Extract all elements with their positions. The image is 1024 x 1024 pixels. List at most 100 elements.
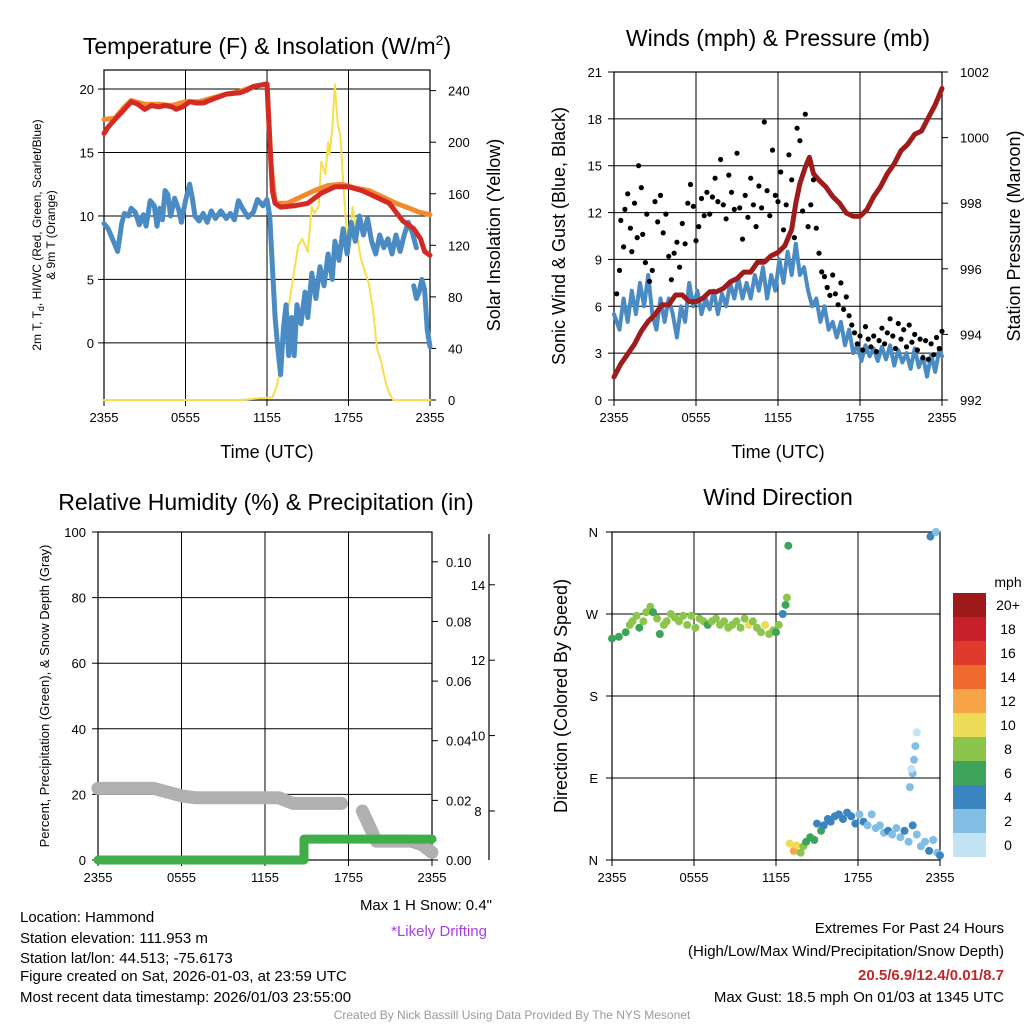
legend-swatch	[953, 809, 986, 833]
gust-point	[832, 291, 839, 297]
y2-tick-label: 998	[960, 196, 982, 211]
y-axis-label: Sonic Wind & Gust (Blue, Black)	[549, 107, 569, 365]
gust-point	[737, 205, 743, 211]
gust-point	[838, 280, 844, 286]
gust-point	[808, 202, 814, 208]
gust-point	[928, 341, 934, 347]
direction-point	[910, 755, 918, 764]
legend-label: 4	[1004, 789, 1012, 805]
x-tick-label: 1155	[764, 410, 792, 425]
ylabel-part-end: , HI/WC (Red, Green, Scarlet/Blue)	[30, 119, 44, 306]
x-tick-label: 2355	[928, 410, 957, 425]
gust-point	[745, 214, 751, 220]
gust-point	[846, 313, 852, 319]
gust-point	[879, 325, 885, 331]
x-tick-label: 1755	[334, 870, 363, 885]
gust-point	[849, 322, 855, 328]
direction-point	[720, 617, 729, 626]
x-axis-label: Time (UTC)	[731, 442, 824, 462]
y-tick-label: 0	[595, 393, 602, 408]
gust-point	[668, 277, 675, 283]
gust-point	[709, 194, 716, 200]
legend-label: 8	[1004, 741, 1012, 757]
legend-label: 12	[1000, 693, 1016, 709]
direction-point	[621, 628, 630, 637]
y-tick-label: 0	[87, 336, 94, 351]
gust-point	[636, 163, 642, 169]
y2-tick-label: 160	[448, 187, 470, 202]
gust-point	[655, 219, 661, 225]
gust-point	[666, 253, 672, 259]
gust-point	[909, 339, 915, 345]
y2-tick-label: 1002	[960, 65, 989, 80]
y-tick-label: 100	[64, 525, 86, 540]
gust-point	[920, 355, 926, 361]
y-tick-label: N	[589, 853, 598, 868]
gust-point	[652, 199, 658, 205]
direction-point	[711, 614, 720, 623]
gust-point	[789, 177, 795, 183]
x-tick-label: 2355	[418, 870, 447, 885]
drifting-annotation: *Likely Drifting	[391, 923, 487, 940]
gust-point	[914, 347, 921, 353]
y-tick-label: 20	[72, 787, 86, 802]
gust-point	[759, 205, 765, 211]
y2-tick-label: 994	[960, 327, 982, 342]
legend-label: 16	[1000, 645, 1016, 661]
y-tick-label: S	[589, 689, 598, 704]
extremes-values: 20.5/6.9/12.4/0.01/8.7	[858, 967, 1004, 984]
y2-tick-label: 0.02	[446, 793, 471, 808]
x-tick-label: 1755	[844, 870, 873, 885]
gust-point	[835, 302, 841, 308]
title-superscript: 2	[436, 32, 444, 48]
y3-tick-label: 12	[471, 653, 485, 668]
legend-label: 20+	[996, 597, 1020, 613]
x-tick-label: 0555	[680, 870, 709, 885]
gust-point	[614, 291, 620, 297]
gust-point	[925, 356, 931, 362]
gust-point	[748, 175, 754, 181]
x-tick-label: 1155	[762, 870, 790, 885]
y2-tick-label: 996	[960, 262, 982, 277]
x-tick-label: 0555	[682, 410, 711, 425]
gust-point	[931, 352, 937, 358]
direction-point	[796, 848, 805, 857]
gust-point	[625, 191, 631, 197]
extremes-description: (High/Low/Max Wind/Precipitation/Snow De…	[688, 943, 1004, 960]
y-tick-label: 40	[72, 722, 86, 737]
gust-point	[715, 199, 721, 205]
gust-point	[642, 260, 649, 266]
gust-point	[723, 216, 729, 222]
legend-swatch	[953, 737, 986, 761]
gust-point	[726, 172, 732, 178]
gust-point	[917, 336, 923, 342]
direction-point	[900, 826, 909, 835]
direction-point	[662, 617, 671, 626]
gust-point	[631, 200, 638, 206]
direction-point	[632, 611, 641, 620]
legend-label: 14	[1000, 669, 1016, 685]
legend-label: 6	[1004, 765, 1012, 781]
x-tick-label: 1755	[846, 410, 875, 425]
gust-point	[802, 111, 808, 117]
gust-point	[912, 331, 918, 337]
direction-point	[778, 610, 787, 618]
y2-tick-label: 0.04	[446, 734, 471, 749]
gust-point	[734, 150, 740, 156]
gust-point	[674, 239, 680, 245]
direction-point	[748, 617, 757, 626]
direction-point	[931, 528, 940, 536]
y2-tick-label: 120	[448, 238, 470, 253]
legend-title: mph	[994, 574, 1021, 590]
gust-point	[860, 347, 866, 353]
gust-point	[622, 206, 628, 212]
gust-point	[797, 138, 803, 144]
humidity-precipitation-chart: 0 20 40 60 80 100 0.00 0.02 0.04 0.06 0.08 0.10 8 10 1…	[37, 489, 495, 940]
legend-swatch	[953, 713, 986, 737]
x-tick-label: 0555	[167, 870, 196, 885]
direction-point	[855, 810, 864, 819]
gust-point	[712, 175, 718, 181]
gust-point	[884, 330, 890, 336]
gust-point	[783, 202, 789, 208]
x-tick-label: 1155	[251, 870, 279, 885]
